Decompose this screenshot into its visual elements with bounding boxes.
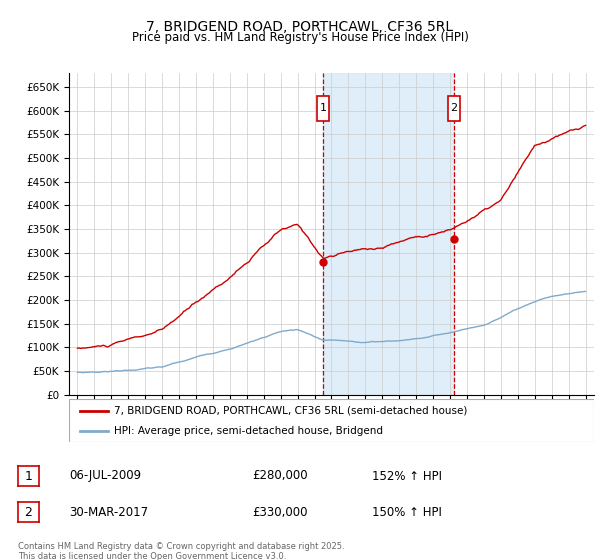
- FancyBboxPatch shape: [448, 96, 460, 120]
- Text: 150% ↑ HPI: 150% ↑ HPI: [372, 506, 442, 519]
- Text: 152% ↑ HPI: 152% ↑ HPI: [372, 469, 442, 483]
- Text: 1: 1: [25, 469, 32, 483]
- Text: 2: 2: [451, 103, 458, 113]
- Bar: [323, 73, 454, 395]
- Text: 2: 2: [25, 506, 32, 519]
- Text: £280,000: £280,000: [252, 469, 308, 483]
- Text: 06-JUL-2009: 06-JUL-2009: [69, 469, 141, 483]
- Text: 7, BRIDGEND ROAD, PORTHCAWL, CF36 5RL: 7, BRIDGEND ROAD, PORTHCAWL, CF36 5RL: [146, 20, 454, 34]
- FancyBboxPatch shape: [317, 96, 329, 120]
- Text: 30-MAR-2017: 30-MAR-2017: [69, 506, 148, 519]
- Text: £330,000: £330,000: [252, 506, 308, 519]
- Text: Contains HM Land Registry data © Crown copyright and database right 2025.
This d: Contains HM Land Registry data © Crown c…: [18, 542, 344, 560]
- Text: 7, BRIDGEND ROAD, PORTHCAWL, CF36 5RL (semi-detached house): 7, BRIDGEND ROAD, PORTHCAWL, CF36 5RL (s…: [113, 406, 467, 416]
- Text: 1: 1: [320, 103, 327, 113]
- FancyBboxPatch shape: [69, 399, 594, 442]
- Text: HPI: Average price, semi-detached house, Bridgend: HPI: Average price, semi-detached house,…: [113, 427, 383, 436]
- Text: Price paid vs. HM Land Registry's House Price Index (HPI): Price paid vs. HM Land Registry's House …: [131, 31, 469, 44]
